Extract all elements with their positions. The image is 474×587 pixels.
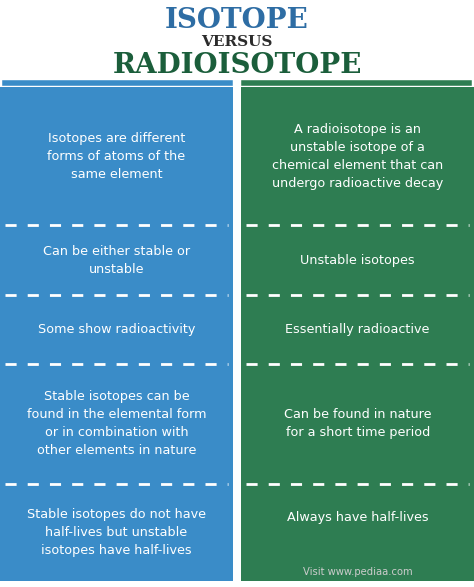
Bar — [0, 484, 233, 581]
Text: Stable isotopes can be
found in the elemental form
or in combination with
other : Stable isotopes can be found in the elem… — [27, 390, 206, 457]
Bar — [0, 87, 233, 225]
Bar — [241, 295, 474, 364]
Text: Visit www.pediaa.com: Visit www.pediaa.com — [303, 566, 412, 577]
Bar — [241, 364, 474, 484]
Text: Can be found in nature
for a short time period: Can be found in nature for a short time … — [284, 408, 431, 439]
Bar — [0, 364, 233, 484]
Text: Can be either stable or
unstable: Can be either stable or unstable — [43, 245, 190, 275]
Bar — [241, 225, 474, 295]
Text: VERSUS: VERSUS — [201, 35, 273, 49]
Text: Isotopes are different
forms of atoms of the
same element: Isotopes are different forms of atoms of… — [47, 131, 185, 181]
Text: RADIOISOTOPE: RADIOISOTOPE — [112, 52, 362, 79]
Bar — [0, 295, 233, 364]
Text: A radioisotope is an
unstable isotope of a
chemical element that can
undergo rad: A radioisotope is an unstable isotope of… — [272, 123, 443, 190]
Bar — [241, 87, 474, 225]
Bar — [241, 484, 474, 581]
Text: Some show radioactivity: Some show radioactivity — [37, 323, 195, 336]
Text: Essentially radioactive: Essentially radioactive — [285, 323, 430, 336]
Text: Always have half-lives: Always have half-lives — [287, 511, 428, 524]
Bar — [0, 225, 233, 295]
Text: Unstable isotopes: Unstable isotopes — [301, 254, 415, 266]
Text: Stable isotopes do not have
half-lives but unstable
isotopes have half-lives: Stable isotopes do not have half-lives b… — [27, 508, 206, 557]
Text: ISOTOPE: ISOTOPE — [165, 7, 309, 34]
